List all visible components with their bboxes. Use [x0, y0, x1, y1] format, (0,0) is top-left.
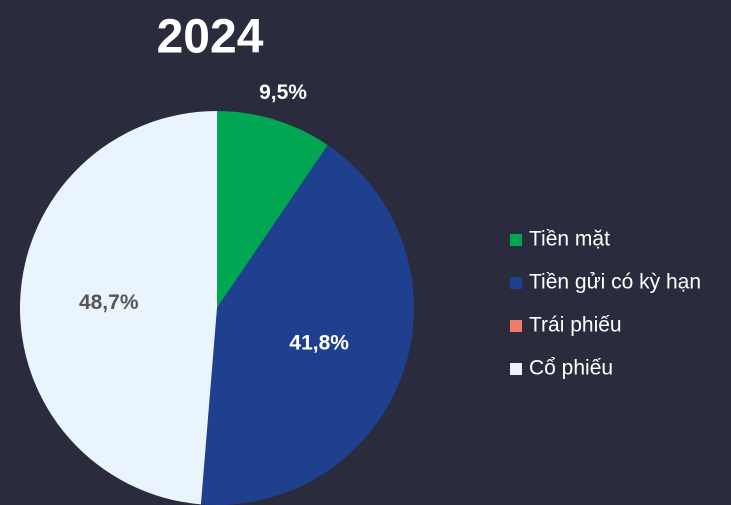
data-label: 9,5% — [259, 81, 307, 104]
legend-swatch — [510, 320, 522, 332]
legend-label: Trái phiếu — [529, 314, 622, 337]
legend-swatch — [510, 277, 522, 289]
data-label: 48,7% — [79, 291, 139, 314]
legend-label: Tiền mặt — [529, 228, 610, 251]
data-label: 41,8% — [289, 332, 349, 355]
legend-swatch — [510, 234, 522, 246]
chart-title: 2024 — [157, 11, 264, 64]
legend-label: Cổ phiếu — [529, 357, 613, 380]
pie-slice — [19, 111, 217, 505]
legend-swatch — [510, 363, 522, 375]
pie-slice — [200, 145, 414, 505]
pie-slice — [217, 111, 328, 308]
legend-label: Tiền gửi có kỳ hạn — [529, 271, 701, 294]
